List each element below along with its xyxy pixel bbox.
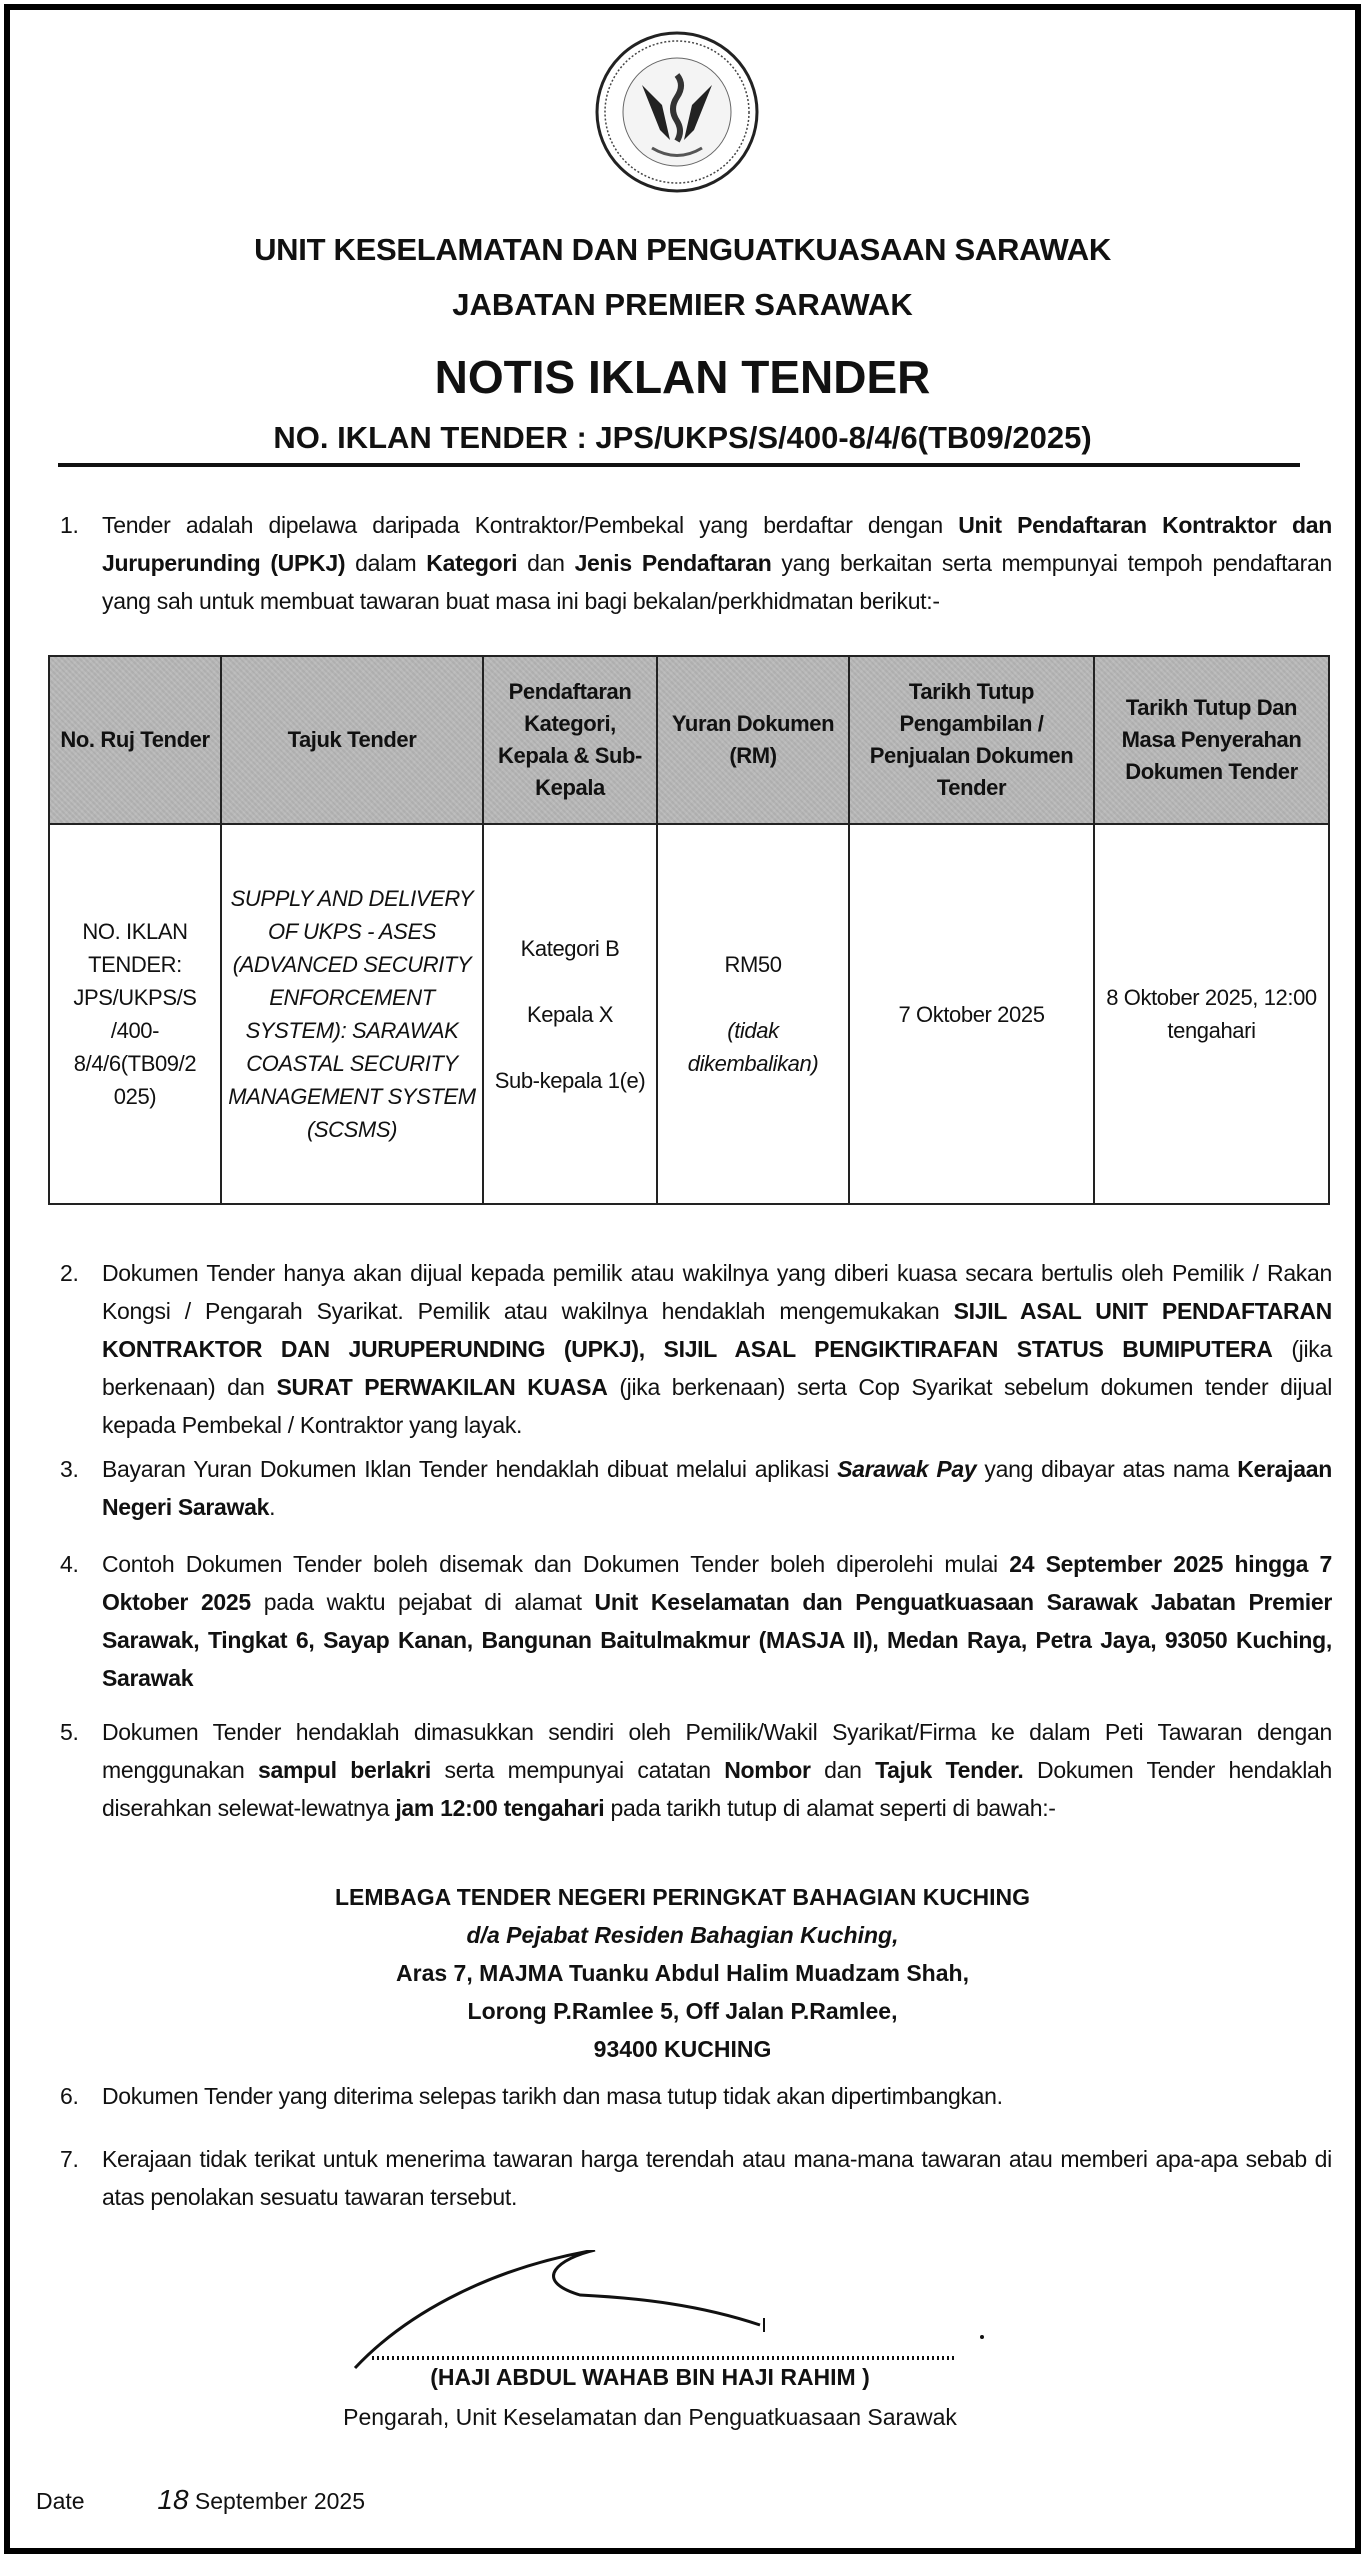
paragraph-number: 1. [60,512,79,538]
org-name: UNIT KESELAMATAN DAN PENGUATKUASAAN SARA… [254,232,1111,267]
paragraph-text: dan [810,1757,876,1783]
fee-note: (tidak dikembalikan) [687,1018,819,1076]
paragraph-text: Unit Pendaftaran Kontraktor dan Juruperu… [102,512,1332,576]
header-sale-close: Tarikh Tutup Pengambilan / Penjualan Dok… [848,655,1095,825]
paragraph-text: Dokumen Tender hendaklah diserahkan sele… [102,1757,1333,1821]
sub-kepala: Sub-kepala 1(e) [494,1067,646,1093]
ukps-logo [595,31,759,193]
paragraph-1: 1. Tender adalah dipelawa daripada Kontra… [60,506,1333,620]
paragraph-text: Jenis Pendaftaran [574,550,772,576]
header-fee: Yuran Dokumen (RM) [656,655,850,825]
header-divider [58,463,1300,467]
paragraph-text: Dokumen Tender hanya akan dijual kepada … [102,1260,1332,1324]
paragraph-text: Tender adalah dipelawa daripada Kontrakt… [102,512,959,538]
paragraph-text: Unit Keselamatan dan Penguatkuasaan Sara… [102,1589,1333,1691]
paragraph-text: serta mempunyai catatan [430,1757,725,1783]
department-name: JABATAN PREMIER SARAWAK [452,287,913,322]
date-line: Date 18 September 2025 [36,2484,365,2516]
paragraph-text: dan [517,550,575,576]
paragraph-text: Tajuk Tender. [875,1757,1024,1783]
paragraph-text: Dokumen Tender yang diterima selepas tar… [102,2083,1003,2109]
paragraph-text: Nombor [724,1757,811,1783]
address-line: Aras 7, MAJMA Tuanku Abdul Halim Muadzam… [396,1960,969,1986]
paragraph-4: 4. Contoh Dokumen Tender boleh disemak da… [60,1545,1333,1697]
signatory-name: (HAJI ABDUL WAHAB BIN HAJI RAHIM ) [430,2364,870,2390]
paragraph-text: . [269,1494,276,1520]
paragraph-number: 2. [60,1260,79,1286]
page-title: NOTIS IKLAN TENDER [434,351,931,403]
paragraph-number: 4. [60,1551,79,1577]
paragraph-text: Bayaran Yuran Dokumen Iklan Tender henda… [102,1456,838,1482]
header-title: Tajuk Tender [220,655,484,825]
paragraph-text: Sarawak Pay [837,1456,977,1482]
cell-submit-close: 8 Oktober 2025, 12:00 tengahari [1093,823,1330,1205]
cell-title: SUPPLY AND DELIVERY OF UKPS - ASES (ADVA… [220,823,484,1205]
paragraph-6: 6. Dokumen Tender yang diterima selepas t… [60,2077,1332,2115]
header-category: Pendaftaran Kategori, Kepala & Sub-Kepal… [482,655,658,825]
paragraph-text: Dokumen Tender hendaklah dimasukkan send… [102,1719,1332,1783]
paragraph-text: Kerajaan tidak terikat untuk menerima ta… [102,2146,1332,2210]
address-line: d/a Pejabat Residen Bahagian Kuching, [466,1922,899,1948]
fee-amount: RM50 [724,952,782,977]
paragraph-3: 3. Bayaran Yuran Dokumen Iklan Tender hen… [60,1450,1332,1526]
paragraph-number: 7. [60,2146,79,2172]
tender-number: NO. IKLAN TENDER : JPS/UKPS/S/400-8/4/6(… [273,420,1092,455]
table-header-row: No. Ruj Tender Tajuk Tender Pendaftaran … [48,655,1330,825]
paragraph-text: yang dibayar atas nama [976,1456,1238,1482]
date-month-year: September 2025 [194,2488,365,2514]
paragraph-text: SURAT PERWAKILAN KUASA [276,1374,608,1400]
page-border [4,4,1361,2554]
paragraph-number: 6. [60,2083,79,2109]
paragraph-text: pada tarikh tutup di alamat seperti di b… [604,1795,1056,1821]
paragraph-number: 3. [60,1456,79,1482]
submission-address: LEMBAGA TENDER NEGERI PERINGKAT BAHAGIAN… [0,1878,1365,2068]
address-line: Lorong P.Ramlee 5, Off Jalan P.Ramlee, [467,1998,898,2024]
kategori: Kategori B [520,935,620,961]
paragraph-text: Kerajaan Negeri Sarawak [102,1456,1332,1520]
paragraph-text: Contoh Dokumen Tender boleh disemak dan … [102,1551,1010,1577]
paragraph-text: (jika berkenaan) dan [102,1336,1332,1400]
paragraph-text: Kategori [426,550,518,576]
paragraph-text: jam 12:00 tengahari [395,1795,605,1821]
paragraph-number: 5. [60,1719,79,1745]
paragraph-7: 7. Kerajaan tidak terikat untuk menerima … [60,2140,1332,2216]
paragraph-text: SIJIL ASAL UNIT PENDAFTARAN KONTRAKTOR D… [102,1298,1332,1362]
address-line: 93400 KUCHING [593,2036,772,2062]
header-submit-close: Tarikh Tutup Dan Masa Penyerahan Dokumen… [1093,655,1330,825]
date-day-handwritten: 18 [157,2484,189,2515]
cell-fee: RM50 (tidak dikembalikan) [656,823,850,1205]
paragraph-text: (jika berkenaan) serta Cop Syarikat sebe… [102,1374,1333,1438]
paragraph-2: 2. Dokumen Tender hanya akan dijual kepad… [60,1254,1333,1444]
table-row: NO. IKLAN TENDER: JPS/UKPS/S /400- 8/4/6… [48,823,1330,1205]
paragraph-text: sampul berlakri [258,1757,431,1783]
cell-sale-close: 7 Oktober 2025 [848,823,1095,1205]
paragraph-5: 5. Dokumen Tender hendaklah dimasukkan se… [60,1713,1333,1827]
date-label: Date [36,2488,85,2514]
signature-image [353,2250,984,2370]
cell-ref-no: NO. IKLAN TENDER: JPS/UKPS/S /400- 8/4/6… [48,823,222,1205]
paragraph-text: 24 September 2025 hingga 7 Oktober 2025 [102,1551,1332,1615]
kepala: Kepala X [526,1001,614,1027]
cell-category: Kategori B Kepala X Sub-kepala 1(e) [482,823,658,1205]
header-ref-no: No. Ruj Tender [48,655,222,825]
tender-table: No. Ruj Tender Tajuk Tender Pendaftaran … [48,655,1330,1205]
paragraph-text: dalam [345,550,427,576]
paragraph-text: yang berkaitan serta mempunyai tempoh pe… [102,550,1333,614]
signatory-title: Pengarah, Unit Keselamatan dan Penguatku… [343,2404,957,2430]
address-line: LEMBAGA TENDER NEGERI PERINGKAT BAHAGIAN… [334,1884,1031,1910]
paragraph-text: pada waktu pejabat di alamat [250,1589,595,1615]
